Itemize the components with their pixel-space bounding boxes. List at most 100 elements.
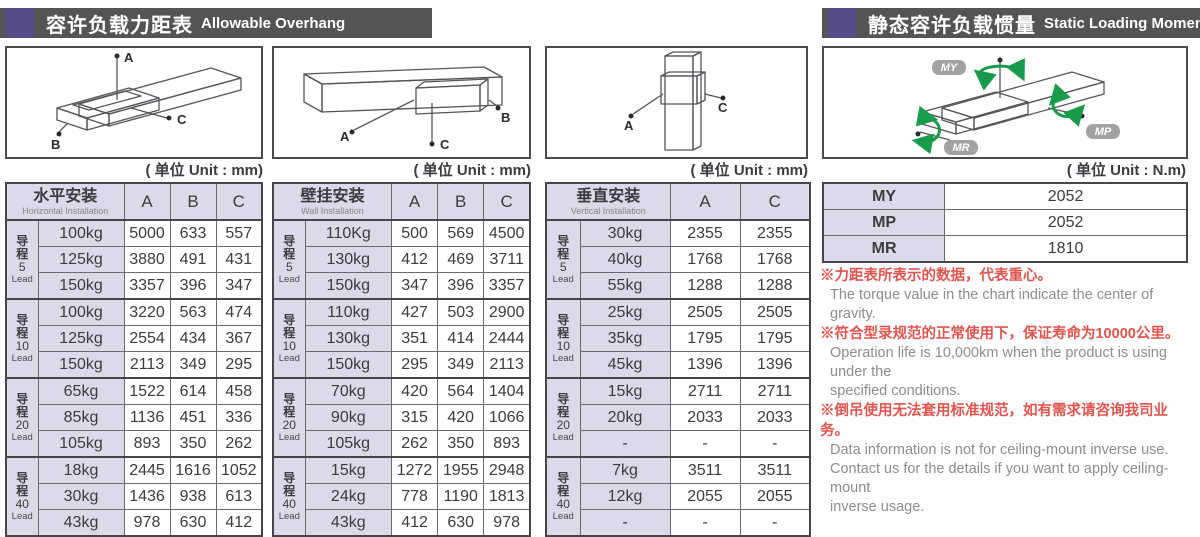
data-value: 367 [215, 325, 263, 352]
data-value: 1768 [669, 246, 741, 273]
note-line-en: Contact us for the details if you want t… [830, 461, 1169, 496]
lead-number: 5 [18, 259, 26, 274]
overhang-table-horizontal: 水平安装 Horizontal Installation A B C 导程 5 Lead 100… [5, 182, 264, 537]
lead-char: 程 [283, 483, 296, 498]
installation-title: 水平安装 Horizontal Installation [5, 182, 125, 221]
data-value: 1288 [739, 272, 811, 300]
table-row: 导程 20 Lead 15kg 2711 2711 [545, 377, 811, 458]
data-value: 4500 [483, 219, 531, 247]
lead-word: Lead [278, 510, 300, 522]
moment-value: 2052 [944, 209, 1188, 236]
table-row: 24kg 778 1190 1813 [273, 483, 531, 510]
overhang-table-vertical: 垂直安装 Vertical Installation A C 导程 5 Lead 30kg 23… [545, 182, 812, 537]
installation-title-en: Horizontal Installation [22, 205, 109, 216]
data-value: 1795 [669, 325, 741, 352]
table-row: 43kg 412 630 978 [273, 509, 531, 537]
table-row: 130kg 351 414 2444 [273, 325, 531, 352]
data-value: 2711 [669, 377, 741, 405]
installation-title-cjk: 垂直安装 [576, 187, 641, 205]
point-a-label: A [124, 50, 134, 65]
data-value: 2113 [123, 351, 171, 379]
lead-label: 导程 20 Lead [5, 377, 39, 458]
lead-label: 导程 20 Lead [272, 377, 306, 458]
data-value: 295 [215, 351, 263, 379]
point-b-label: B [51, 137, 60, 152]
data-value: 412 [390, 246, 439, 273]
lead-label: 导程 10 Lead [272, 298, 306, 379]
installation-title: 垂直安装 Vertical Installation [545, 182, 671, 221]
lead-number: 40 [15, 496, 29, 511]
lead-word: Lead [552, 273, 574, 285]
load-value: - [579, 509, 671, 537]
data-value: 3357 [483, 272, 531, 300]
data-value: 978 [483, 509, 531, 537]
data-value: 1052 [215, 456, 263, 484]
horizontal-rail-sketch: A B C [51, 50, 242, 152]
moment-rail-sketch: MY MP MR [911, 57, 1120, 155]
table-row: 105kg 893 350 262 [6, 430, 263, 458]
data-value: 503 [437, 298, 485, 326]
data-value: 893 [123, 430, 171, 458]
installation-title-cjk: 水平安装 [33, 187, 98, 205]
lead-number: 5 [285, 259, 293, 274]
lead-number: 40 [282, 496, 296, 511]
data-value: 2505 [669, 298, 741, 326]
lead-label: 导程 40 Lead [5, 456, 39, 537]
table-row: 30kg 1436 938 613 [6, 483, 263, 510]
data-value: - [669, 430, 741, 458]
point-b-label: B [501, 110, 510, 125]
data-value: 396 [437, 272, 485, 300]
moment-value: 1810 [944, 235, 1188, 263]
data-value: 349 [437, 351, 485, 379]
moment-table: MY 2052 MP 2052 MR 1810 [822, 182, 1188, 263]
point-a-label: A [340, 129, 350, 144]
lead-number: 10 [282, 338, 296, 353]
wall-rail-sketch: A C B [303, 66, 510, 152]
data-value: 1396 [669, 351, 741, 379]
lead-char: 导 [283, 391, 296, 406]
moment-table-container: MY 2052 MP 2052 MR 1810 [822, 182, 1188, 263]
load-value: 7kg [579, 456, 671, 484]
data-value: 336 [215, 404, 263, 431]
lead-label: 导程 20 Lead [545, 377, 581, 458]
data-value: 491 [169, 246, 217, 273]
accent-square-icon [6, 8, 34, 38]
overhang-header: 容许负载力距表 Allowable Overhang [0, 8, 432, 38]
data-value: 420 [437, 404, 485, 431]
lead-char: 导 [16, 470, 29, 485]
table-row: 导程 5 Lead 100kg 5000 633 557 [5, 219, 263, 300]
load-value: 100kg [37, 219, 125, 247]
data-value: 2900 [483, 298, 531, 326]
vertical-table-container: 垂直安装 Vertical Installation A C 导程 5 Lead 30kg 23… [545, 182, 812, 537]
table-row: 55kg 1288 1288 [546, 272, 811, 300]
load-value: 105kg [304, 430, 392, 458]
installation-title-cjk: 壁挂安装 [300, 187, 365, 205]
table-row: 导程 20 Lead 70kg 420 564 1404 [272, 377, 531, 458]
lead-char: 导 [557, 233, 570, 248]
mr-badge-label: MR [952, 142, 969, 154]
lead-char: 程 [557, 246, 570, 261]
lead-char: 程 [283, 246, 296, 261]
lead-word: Lead [278, 273, 300, 285]
data-value: 2444 [483, 325, 531, 352]
data-value: 938 [169, 483, 217, 510]
note-line-en: inverse usage. [830, 499, 925, 515]
load-value: 100kg [37, 298, 125, 326]
lead-label: 导程 10 Lead [5, 298, 39, 379]
point-c-label: C [440, 137, 450, 152]
data-value: 1272 [390, 456, 439, 484]
load-value: 35kg [579, 325, 671, 352]
load-value: 18kg [37, 456, 125, 484]
lead-label: 导程 10 Lead [545, 298, 581, 379]
load-value: 110Kg [304, 219, 392, 247]
data-value: 978 [123, 509, 171, 537]
moment-row: MR 1810 [822, 235, 1188, 263]
lead-number: 20 [282, 417, 296, 432]
data-value: 427 [390, 298, 439, 326]
data-value: 3220 [123, 298, 171, 326]
load-value: 40kg [579, 246, 671, 273]
load-value: - [579, 430, 671, 458]
note-line-en: The torque value in the chart indicate t… [830, 287, 1154, 322]
moment-header: 静态容许负载惯量 Static Loading Moment [822, 8, 1200, 38]
data-value: 633 [169, 219, 217, 247]
